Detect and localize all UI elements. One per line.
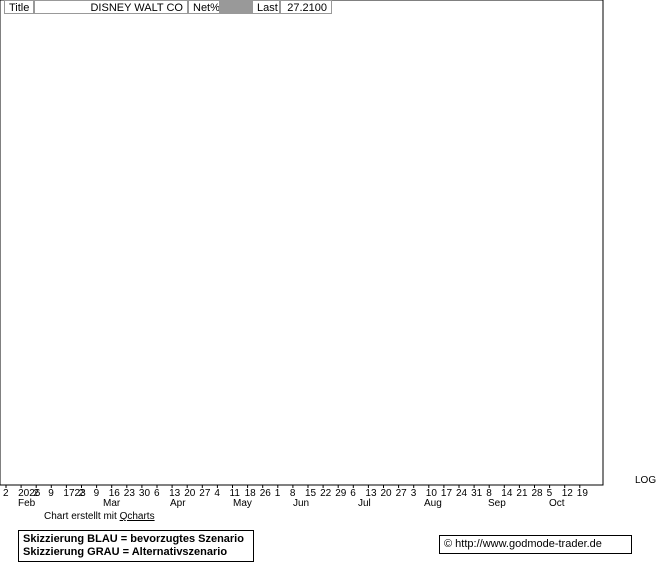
note-gray: Skizzierung GRAU = Alternativszenario [23, 546, 228, 558]
month-label: Jul [358, 498, 371, 509]
x-tick-label: 18 [245, 488, 257, 499]
plot-frame [0, 0, 604, 486]
x-tick-label: 14 [501, 488, 513, 499]
x-tick-label: 2 [79, 488, 85, 499]
x-tick-label: 6 [350, 488, 356, 499]
x-tick-label: 15 [305, 488, 317, 499]
x-tick-label: 31 [471, 488, 483, 499]
month-label: Oct [549, 498, 565, 509]
y-axis-bg [603, 0, 659, 485]
x-tick-label: 12 [562, 488, 574, 499]
month-label: Sep [488, 498, 506, 509]
month-label: May [233, 498, 252, 509]
x-tick-label: 3 [411, 488, 417, 499]
last-label: Last [252, 0, 280, 14]
x-tick-label: 11 [230, 488, 241, 499]
site-url[interactable]: http://www.godmode-trader.de [455, 538, 602, 550]
netpct-label: Net% [188, 0, 220, 14]
log-label: LOG [635, 475, 656, 486]
x-tick-label: 24 [456, 488, 468, 499]
x-tick-label: 27 [396, 488, 408, 499]
month-label: Feb [18, 498, 36, 509]
month-label: Jun [293, 498, 309, 509]
note-blue: Skizzierung BLAU = bevorzugtes Szenario [23, 533, 244, 545]
y-axis: 30.000028.000026.000024.000022.000020.00… [602, 0, 659, 486]
x-tick-label: 10 [426, 488, 438, 499]
x-tick-label: 27 [199, 488, 211, 499]
x-tick-label: 28 [532, 488, 544, 499]
made-with-text: Chart erstellt mit Qcharts [44, 511, 155, 522]
qcharts-link[interactable]: Qcharts [119, 511, 155, 522]
month-label: Aug [424, 498, 442, 509]
x-tick-label: 6 [154, 488, 160, 499]
x-tick-label: 8 [290, 488, 296, 499]
x-tick-label: 9 [48, 488, 54, 499]
copyright-box: © http://www.godmode-trader.de [439, 535, 632, 554]
x-tick-label: 29 [335, 488, 347, 499]
x-tick-label: 1723 [63, 488, 86, 499]
x-tick-label: 19 [577, 488, 589, 499]
x-tick-label: 2 [33, 488, 39, 499]
x-tick-label: 8 [486, 488, 492, 499]
x-tick-label: 2026 [18, 488, 41, 499]
x-tick-label: 13 [169, 488, 181, 499]
title-label: Title [4, 0, 34, 14]
month-label: Mar [103, 498, 121, 509]
x-tick-label: 2 [3, 488, 9, 499]
month-label: Apr [170, 498, 186, 509]
x-tick-label: 13 [365, 488, 377, 499]
x-tick-label: 9 [94, 488, 100, 499]
x-tick-label: 5 [547, 488, 553, 499]
last-value: 27.2100 [280, 0, 332, 14]
x-tick-label: 20 [184, 488, 196, 499]
x-tick-label: 22 [320, 488, 332, 499]
x-tick-label: 20 [381, 488, 393, 499]
x-tick-label: 17 [441, 488, 453, 499]
x-tick-label: 26 [260, 488, 272, 499]
title-value: DISNEY WALT CO [34, 0, 188, 14]
x-tick-label: 30 [139, 488, 151, 499]
netpct-value [220, 0, 252, 14]
x-tick-label: 23 [124, 488, 136, 499]
chart-grid [0, 0, 604, 486]
x-tick-label: 4 [214, 488, 220, 499]
x-tick-label: 21 [516, 488, 528, 499]
x-tick-label: 16 [109, 488, 121, 499]
scenario-legend: Skizzierung BLAU = bevorzugtes Szenario … [18, 530, 254, 562]
x-tick-label: 1 [275, 488, 281, 499]
copyright-icon: © [444, 538, 453, 550]
